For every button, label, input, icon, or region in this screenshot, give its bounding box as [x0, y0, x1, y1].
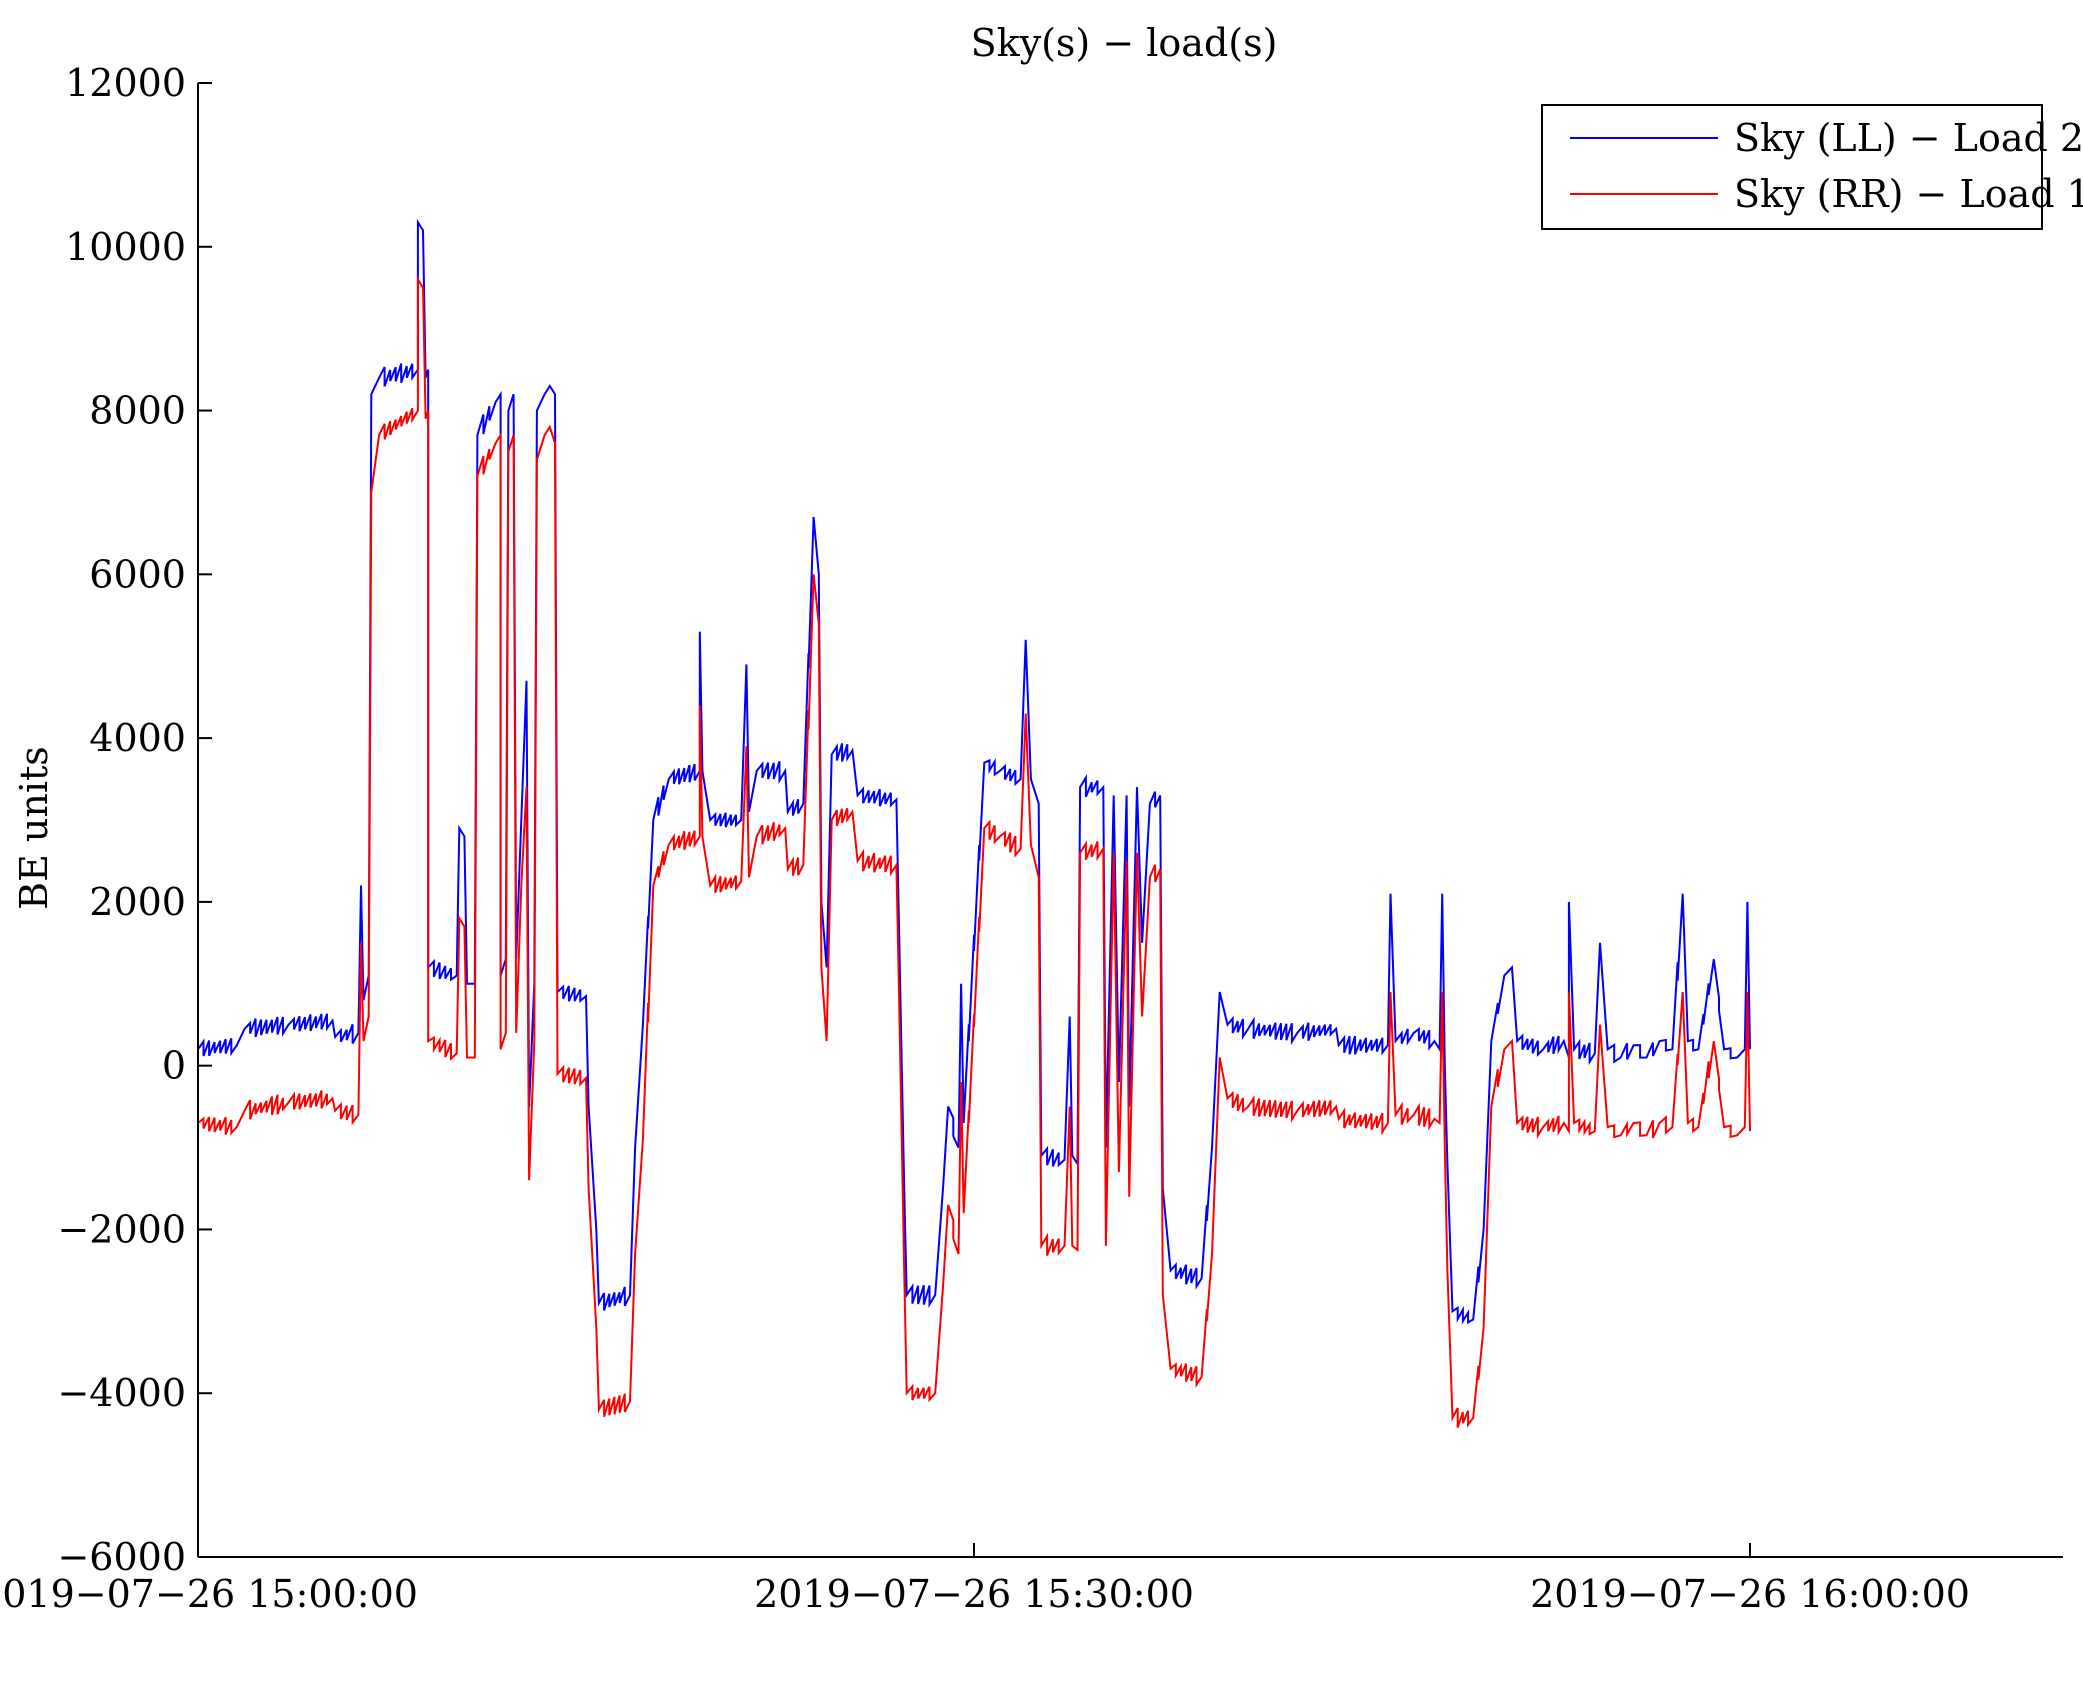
series-line-sky-rr — [197, 275, 1751, 1428]
x-ticks: 2019−07−26 15:00:00 2019−07−26 15:30:00 20… — [0, 1543, 1970, 1616]
x-tick-label: 2019−07−26 16:00:00 — [1530, 1572, 1970, 1616]
x-tick-label: 2019−07−26 15:30:00 — [754, 1572, 1194, 1616]
y-tick-label: −4000 — [57, 1371, 186, 1415]
chart-title: Sky(s) − load(s) — [971, 21, 1278, 65]
y-tick-label: 8000 — [89, 389, 186, 433]
y-tick-label: −2000 — [57, 1207, 186, 1251]
y-axis-label: BE units — [12, 746, 56, 910]
x-tick-label: 2019−07−26 15:00:00 — [0, 1572, 418, 1616]
y-tick-label: 0 — [162, 1044, 186, 1088]
y-tick-label: 10000 — [65, 225, 186, 269]
y-tick-label: −6000 — [57, 1535, 186, 1579]
legend: Sky (LL) − Load 2 Sky (RR) − Load 1 — [1541, 104, 2083, 230]
y-tick-label: 2000 — [89, 880, 186, 924]
y-ticks: 12000 10000 8000 6000 4000 2000 0 −2000 −4000 −60… — [57, 61, 212, 1579]
legend-label-rr: Sky (RR) − Load 1 — [1734, 172, 2083, 216]
legend-box — [1541, 104, 2043, 230]
y-tick-label: 6000 — [89, 552, 186, 596]
y-tick-label: 12000 — [65, 61, 186, 105]
series-layer — [197, 218, 1751, 1428]
y-tick-label: 4000 — [89, 716, 186, 760]
legend-label-ll: Sky (LL) − Load 2 — [1734, 116, 2083, 160]
series-line-sky-ll — [197, 218, 1751, 1325]
